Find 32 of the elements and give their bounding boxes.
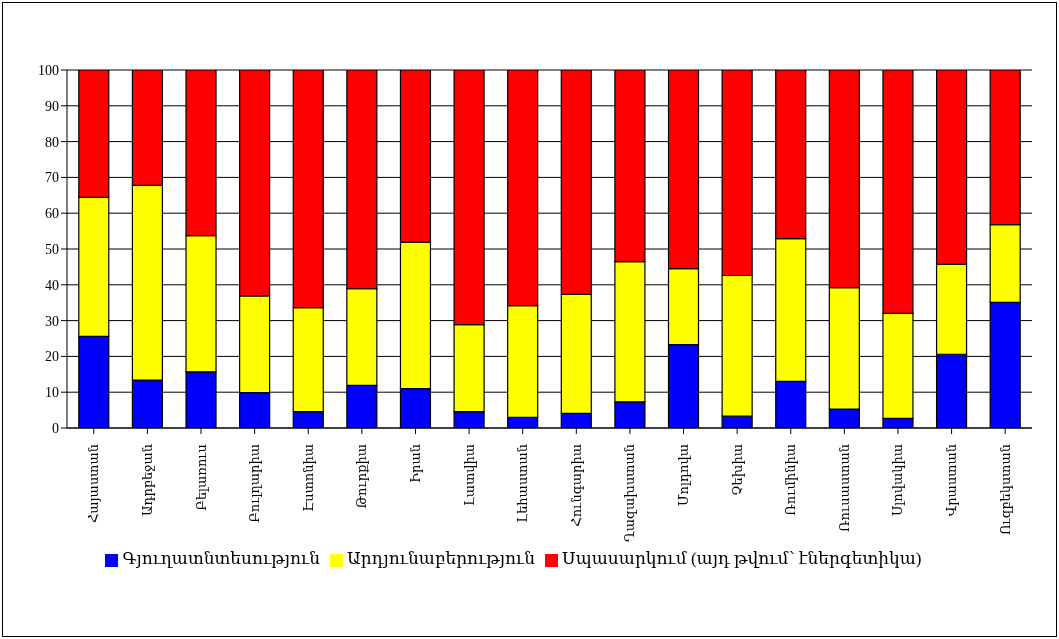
- x-tick-label: Ղազախստան: [622, 444, 638, 543]
- y-tick-label: 80: [45, 134, 59, 150]
- x-tick-label: Սլովակիա: [890, 444, 906, 517]
- y-tick-label: 10: [45, 385, 59, 401]
- legend-label: Գյուղատնտեսություն: [122, 549, 320, 568]
- x-tick-label: Բելառուս: [193, 444, 209, 511]
- y-tick-label: 40: [45, 277, 59, 293]
- x-tick-label: Ուզբեկստան: [997, 444, 1013, 536]
- y-tick-label: 70: [45, 170, 59, 186]
- y-tick-label: 90: [45, 98, 59, 114]
- x-tick-label: Իրան: [407, 444, 423, 484]
- y-tick-label: 60: [45, 206, 59, 222]
- y-tick-label: 100: [38, 62, 59, 78]
- x-tick-label: Բուլղարիա: [247, 444, 263, 523]
- x-tick-label: Հունգարիա: [568, 444, 584, 527]
- x-tick-label: Չեխիա: [729, 444, 745, 496]
- x-tick-label: Ադրբեջան: [139, 444, 155, 517]
- x-tick-label: Թուրքիա: [354, 444, 370, 509]
- x-tick-label: Հայաստան: [86, 444, 102, 524]
- x-tick-label: Մոլդովա: [676, 444, 692, 507]
- x-tick-label: Ռումինիա: [783, 444, 799, 516]
- x-tick-label: Ռուսաստան: [836, 444, 852, 532]
- x-tick-label: Էստոնիա: [300, 444, 316, 512]
- x-tick-label: Վրաստան: [944, 444, 960, 517]
- y-tick-label: 20: [45, 349, 59, 365]
- x-tick-label: Լատվիա: [461, 444, 477, 507]
- legend-label: Սպասարկում (այդ թվում՝ էներգետիկա): [562, 549, 922, 568]
- y-tick-label: 50: [45, 241, 59, 257]
- legend-label: Արդյունաբերություն: [347, 549, 536, 568]
- y-tick-label: 30: [45, 313, 59, 329]
- y-tick-label: 0: [52, 420, 59, 436]
- x-tick-label: Լեհաստան: [515, 444, 531, 523]
